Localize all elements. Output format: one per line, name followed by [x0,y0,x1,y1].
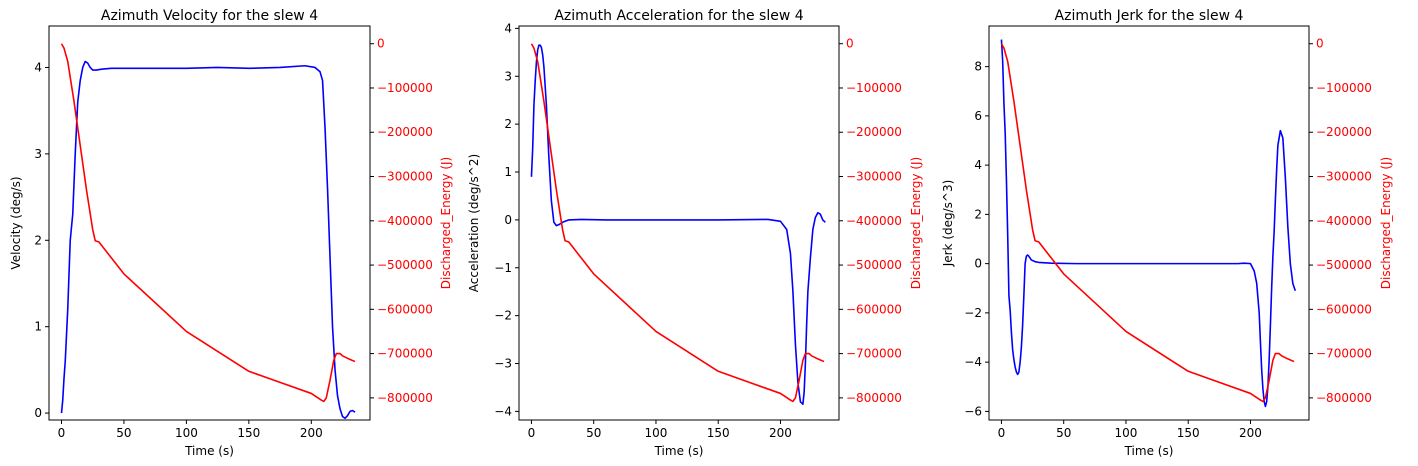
y-right-tick-label: −700000 [377,347,433,361]
y-right-axis-label: Discharged_Energy (J) [909,157,923,289]
y-tick-label: 4 [34,60,42,74]
y-right-tick-label: 0 [846,37,854,51]
plot-frame [48,25,371,421]
y-tick-label: 2 [504,117,512,131]
series-line-energy [60,43,356,403]
y-right-tick-label: −400000 [846,214,902,228]
y-tick-label: −2 [964,306,982,320]
y-right-tick-label: −300000 [377,170,433,184]
y-right-tick-label: −200000 [377,125,433,139]
y-tick-label: 3 [34,147,42,161]
chart-title: Azimuth Acceleration for the slew 4 [554,8,803,24]
x-tick-label: 100 [175,426,198,440]
y-right-tick-label: −500000 [846,258,902,272]
x-tick-label: 150 [237,426,260,440]
y-tick-label: −4 [494,404,512,418]
x-tick-label: 200 [300,426,323,440]
y-tick-label: 0 [504,213,512,227]
y-tick-label: 1 [34,320,42,334]
y-tick-label: −3 [494,357,512,371]
y-tick-label: −6 [964,404,982,418]
y-tick-label: 2 [974,207,982,221]
chart-title: Azimuth Jerk for the slew 4 [1055,8,1244,24]
y-axis-label: Velocity (deg/s) [9,176,23,269]
y-right-tick-label: −500000 [377,258,433,272]
y-right-tick-label: −800000 [846,391,902,405]
y-right-tick-label: −400000 [1316,214,1372,228]
plot-frame [988,25,1310,421]
plot-frame [518,25,840,421]
y-right-tick-label: −600000 [377,302,433,316]
y-tick-label: 6 [974,109,982,123]
y-right-tick-label: −700000 [846,347,902,361]
y-tick-label: −4 [964,355,982,369]
y-tick-label: 2 [34,233,42,247]
y-tick-label: 4 [974,158,982,172]
y-axis-label: Acceleration (deg/s^2) [467,154,481,292]
x-tick-label: 0 [58,426,66,440]
y-right-tick-label: −100000 [846,81,902,95]
y-tick-label: 0 [34,406,42,420]
series-line-primary [1000,39,1297,408]
series-line-primary [530,44,826,406]
x-tick-label: 0 [528,426,536,440]
y-tick-label: 4 [504,21,512,35]
y-tick-label: 8 [974,60,982,74]
y-tick-label: 1 [504,165,512,179]
series-line-primary [60,60,356,420]
y-right-tick-label: −500000 [1316,258,1372,272]
y-tick-label: 0 [974,257,982,271]
y-tick-label: −2 [494,309,512,323]
x-tick-label: 50 [116,426,131,440]
chart-title: Azimuth Velocity for the slew 4 [101,8,318,24]
x-tick-label: 50 [586,426,601,440]
y-tick-label: 3 [504,69,512,83]
y-right-tick-label: −100000 [1316,81,1372,95]
chart-panel-3: 0 50 100 150 200 8 6 4 2 0 −2 −4 −6 0 −100000 −200000 −3… [941,8,1393,458]
y-right-tick-label: −600000 [1316,302,1372,316]
y-right-tick-label: 0 [1316,37,1324,51]
series-line-energy [530,43,825,403]
x-axis-label: Time (s) [654,444,704,458]
y-right-axis-label: Discharged_Energy (J) [439,157,453,289]
chart-panel-2: 0 50 100 150 200 4 3 2 1 0 −1 −2 −3 −4 0 −100000 −200000… [467,8,923,458]
x-tick-label: 100 [1115,426,1138,440]
y-right-tick-label: −100000 [377,81,433,95]
y-right-tick-label: −800000 [377,391,433,405]
y-right-tick-label: −200000 [1316,125,1372,139]
x-axis-label: Time (s) [184,444,234,458]
chart-panel-1: 0 50 100 150 200 0 1 2 3 4 0 −100000 −200000 −300000 −… [9,8,453,458]
y-right-axis-label: Discharged_Energy (J) [1379,157,1393,289]
y-tick-label: −1 [494,261,512,275]
x-axis-label: Time (s) [1124,444,1174,458]
x-tick-label: 200 [1239,426,1262,440]
x-tick-label: 50 [1056,426,1071,440]
y-right-tick-label: −300000 [846,170,902,184]
y-right-tick-label: −800000 [1316,391,1372,405]
x-tick-label: 150 [1177,426,1200,440]
x-tick-label: 150 [707,426,730,440]
y-right-tick-label: −700000 [1316,347,1372,361]
y-right-tick-label: −400000 [377,214,433,228]
y-right-tick-label: −600000 [846,302,902,316]
x-tick-label: 0 [998,426,1006,440]
y-right-tick-label: −300000 [1316,170,1372,184]
y-right-tick-label: 0 [377,37,385,51]
y-right-tick-label: −200000 [846,125,902,139]
x-tick-label: 100 [645,426,668,440]
series-line-energy [1000,43,1295,403]
y-axis-label: Jerk (deg/s^3) [941,180,955,268]
x-tick-label: 200 [769,426,792,440]
